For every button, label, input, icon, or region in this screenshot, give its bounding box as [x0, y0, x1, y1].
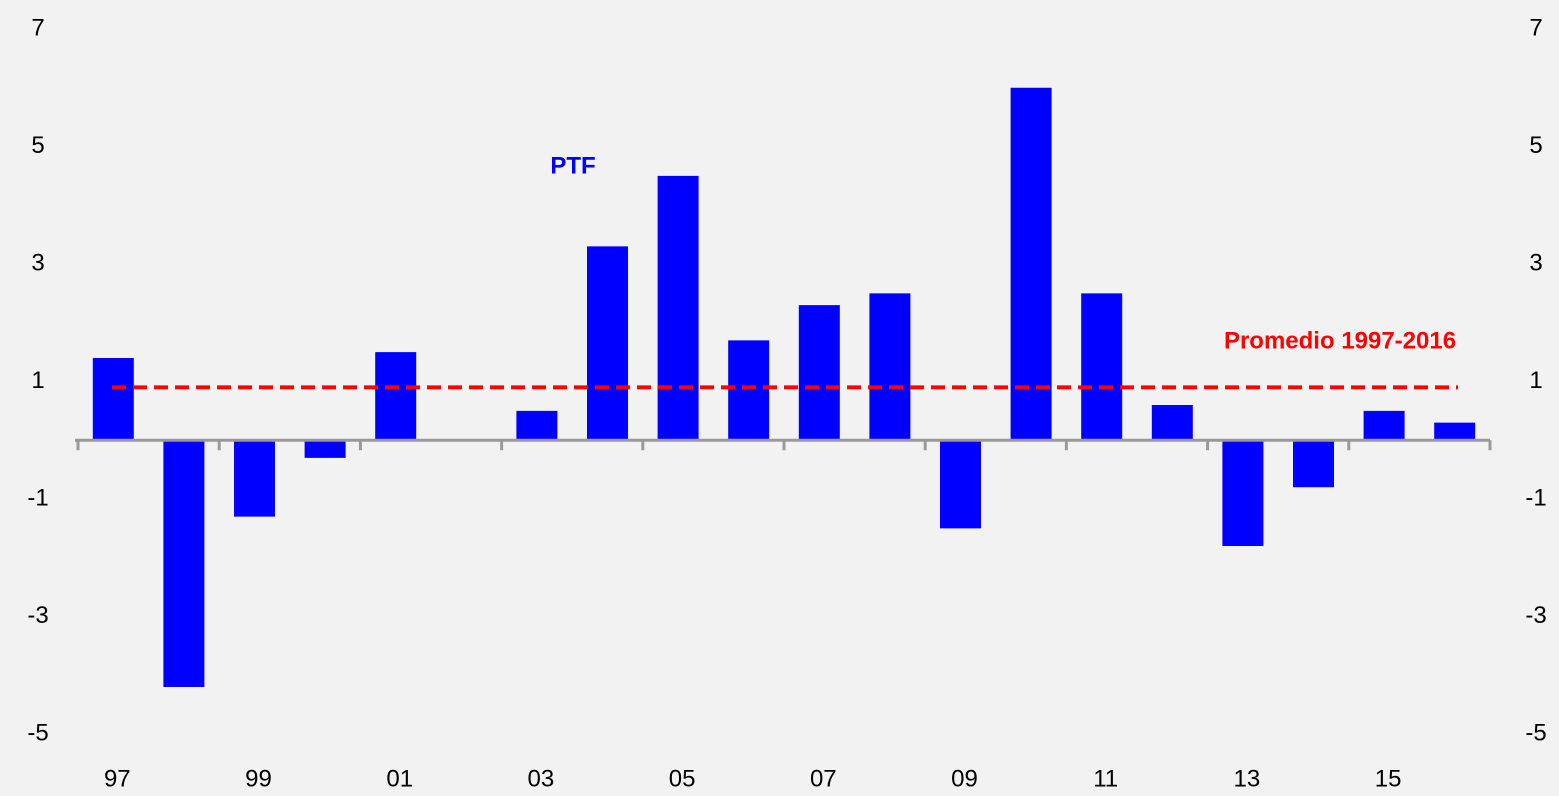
- y2-tick-label: 5: [1529, 132, 1542, 159]
- y-tick-label: -3: [27, 602, 48, 629]
- bar: [1293, 440, 1334, 488]
- bar: [798, 305, 840, 441]
- bar: [1081, 293, 1123, 441]
- x-tick-label: 11: [1093, 765, 1118, 792]
- bar: [234, 440, 275, 517]
- y-tick-label: 3: [31, 249, 44, 276]
- bar: [1010, 87, 1052, 441]
- y2-tick-label: -3: [1525, 602, 1546, 629]
- y2-tick-label: -5: [1525, 719, 1546, 746]
- bar: [1363, 410, 1405, 441]
- y-tick-label: -5: [27, 719, 48, 746]
- bar: [1151, 405, 1193, 441]
- bar: [728, 340, 770, 441]
- bar: [516, 410, 558, 441]
- y2-tick-label: 1: [1529, 367, 1542, 394]
- x-tick-label: 05: [669, 765, 696, 792]
- x-tick-label: 15: [1375, 765, 1402, 792]
- y2-tick-label: -1: [1525, 484, 1546, 511]
- y-tick-label: -1: [27, 484, 48, 511]
- y-tick-label: 5: [31, 132, 44, 159]
- x-tick-label: 01: [386, 765, 413, 792]
- bar: [869, 293, 911, 441]
- y-tick-label: 7: [31, 14, 44, 41]
- bar: [587, 246, 628, 441]
- y-tick-label: 1: [31, 367, 44, 394]
- x-tick-label: 09: [951, 765, 978, 792]
- x-tick-label: 99: [245, 765, 272, 792]
- bar: [940, 440, 981, 529]
- bar: [92, 358, 134, 441]
- x-tick-label: 13: [1234, 765, 1261, 792]
- reference-label: Promedio 1997-2016: [1224, 327, 1456, 354]
- y2-tick-label: 7: [1529, 14, 1542, 41]
- bar: [304, 440, 346, 458]
- bar: [163, 440, 205, 687]
- bar: [1434, 422, 1476, 441]
- x-tick-label: 03: [528, 765, 555, 792]
- bar: [375, 352, 417, 441]
- bar: [657, 175, 699, 441]
- x-tick-label: 97: [104, 765, 131, 792]
- series-label: PTF: [550, 152, 595, 179]
- y2-tick-label: 3: [1529, 249, 1542, 276]
- bar: [1222, 440, 1264, 546]
- x-tick-label: 07: [810, 765, 837, 792]
